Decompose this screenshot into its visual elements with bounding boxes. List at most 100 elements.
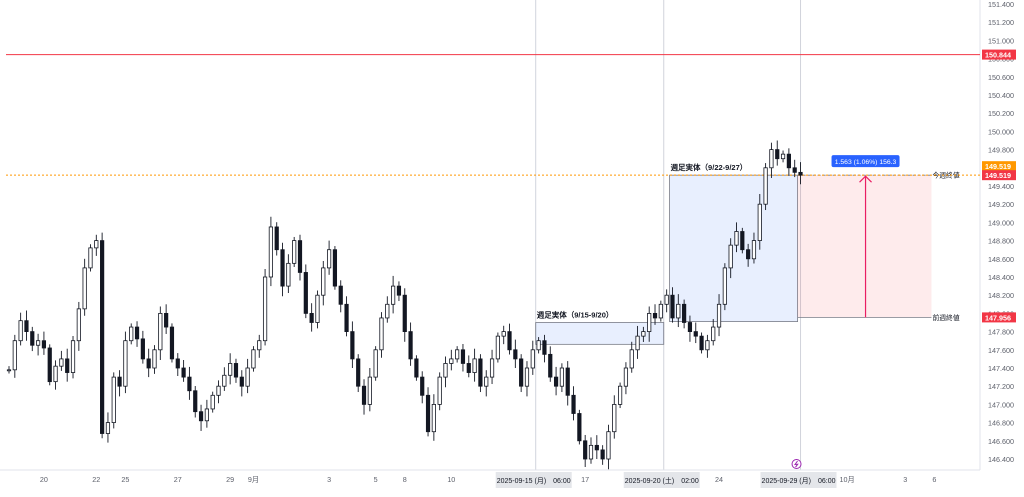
candle[interactable] xyxy=(268,216,274,287)
candle[interactable] xyxy=(635,325,640,359)
candle[interactable] xyxy=(309,303,314,332)
candle[interactable] xyxy=(716,294,722,337)
candle[interactable] xyxy=(676,294,681,328)
candle[interactable] xyxy=(798,162,803,185)
candle[interactable] xyxy=(414,355,419,381)
candle[interactable] xyxy=(548,346,553,382)
candle[interactable] xyxy=(478,354,483,393)
candle[interactable] xyxy=(711,319,716,346)
candle[interactable] xyxy=(350,321,355,368)
candle[interactable] xyxy=(251,346,256,372)
candle[interactable] xyxy=(786,148,791,176)
candle[interactable] xyxy=(326,240,332,275)
candle[interactable] xyxy=(391,275,396,314)
candle[interactable] xyxy=(536,337,541,354)
candle[interactable] xyxy=(239,370,244,397)
candle[interactable] xyxy=(233,358,239,383)
candle[interactable] xyxy=(129,323,134,345)
candle[interactable] xyxy=(123,331,128,394)
candle[interactable] xyxy=(618,382,623,409)
candle[interactable] xyxy=(88,244,93,272)
candle[interactable] xyxy=(257,334,262,358)
candle[interactable] xyxy=(100,232,105,439)
candle[interactable] xyxy=(658,300,663,322)
candle[interactable] xyxy=(41,331,47,355)
candle[interactable] xyxy=(385,296,390,323)
candle[interactable] xyxy=(501,325,506,345)
candle[interactable] xyxy=(466,355,471,378)
candle[interactable] xyxy=(722,263,727,311)
candle[interactable] xyxy=(513,339,518,368)
candle[interactable] xyxy=(204,399,209,428)
measure-region[interactable] xyxy=(797,175,932,318)
candle[interactable] xyxy=(588,437,594,464)
candle[interactable] xyxy=(472,348,477,382)
candle[interactable] xyxy=(559,363,565,393)
candle[interactable] xyxy=(198,404,204,431)
candle[interactable] xyxy=(216,380,221,404)
candle[interactable] xyxy=(321,260,326,306)
candle[interactable] xyxy=(530,340,535,375)
candle[interactable] xyxy=(577,409,582,445)
candle[interactable] xyxy=(30,326,35,352)
candle[interactable] xyxy=(455,346,460,363)
candle[interactable] xyxy=(652,304,658,325)
candle[interactable] xyxy=(210,391,215,413)
candle[interactable] xyxy=(303,264,308,319)
candle[interactable] xyxy=(47,344,52,386)
candle[interactable] xyxy=(775,140,780,166)
candle[interactable] xyxy=(146,348,151,378)
weekly-body-box[interactable] xyxy=(535,322,665,345)
candle[interactable] xyxy=(367,368,372,412)
candle[interactable] xyxy=(606,424,611,470)
candle[interactable] xyxy=(641,326,646,342)
candle[interactable] xyxy=(94,234,99,256)
candle[interactable] xyxy=(623,362,629,395)
candle[interactable] xyxy=(751,232,757,264)
candle[interactable] xyxy=(629,341,634,373)
candle[interactable] xyxy=(59,350,64,371)
candle[interactable] xyxy=(682,299,687,329)
candle[interactable] xyxy=(664,289,669,313)
candle[interactable] xyxy=(705,334,710,358)
candle[interactable] xyxy=(292,236,297,267)
candle[interactable] xyxy=(297,234,303,281)
candle[interactable] xyxy=(699,332,704,354)
candle[interactable] xyxy=(152,345,157,374)
candle[interactable] xyxy=(402,288,407,342)
candle[interactable] xyxy=(612,395,617,439)
candle[interactable] xyxy=(111,372,116,429)
candle[interactable] xyxy=(187,366,192,400)
candle[interactable] xyxy=(600,445,605,465)
weekly-body-box[interactable] xyxy=(669,174,799,322)
candle[interactable] xyxy=(36,333,41,356)
candle[interactable] xyxy=(670,287,675,323)
candle[interactable] xyxy=(361,379,367,415)
candle[interactable] xyxy=(134,321,140,347)
candle[interactable] xyxy=(763,163,768,211)
candle[interactable] xyxy=(140,330,145,364)
candle[interactable] xyxy=(315,290,320,329)
candle[interactable] xyxy=(76,301,81,351)
candle[interactable] xyxy=(117,370,122,397)
candle[interactable] xyxy=(542,334,547,363)
candle[interactable] xyxy=(484,370,489,397)
candle[interactable] xyxy=(18,312,23,346)
candle[interactable] xyxy=(24,310,29,341)
candle[interactable] xyxy=(228,353,233,385)
candle[interactable] xyxy=(105,412,111,443)
candle[interactable] xyxy=(792,159,797,178)
candle[interactable] xyxy=(356,354,361,393)
candle[interactable] xyxy=(332,246,338,290)
candle[interactable] xyxy=(728,238,733,279)
candle[interactable] xyxy=(274,222,279,256)
candle[interactable] xyxy=(158,306,163,360)
candle[interactable] xyxy=(687,315,693,342)
candle[interactable] xyxy=(489,349,495,385)
candle[interactable] xyxy=(757,194,762,250)
candle[interactable] xyxy=(740,227,745,254)
candle[interactable] xyxy=(431,394,436,441)
candle[interactable] xyxy=(507,323,512,355)
